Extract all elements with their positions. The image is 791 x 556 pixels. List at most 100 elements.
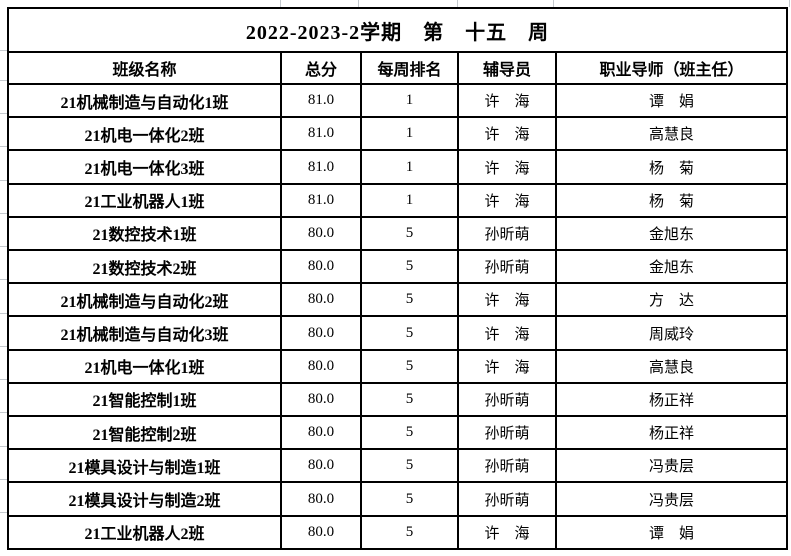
counselor-cell: 许 海 (457, 82, 557, 119)
gridline-stub (0, 412, 7, 413)
table-row: 21工业机器人2班 80.0 5 许 海 谭 娟 (7, 514, 789, 551)
gridline-stub (0, 113, 7, 114)
gridline-stub (0, 446, 7, 447)
score-cell: 80.0 (280, 282, 362, 318)
mentor-cell: 周威玲 (554, 315, 789, 351)
score-cell: 80.0 (280, 415, 362, 451)
gridline-stub (0, 146, 7, 147)
gridline-stub (0, 379, 7, 380)
mentor-cell: 杨正祥 (554, 415, 789, 451)
score-cell: 80.0 (280, 215, 362, 252)
mentor-cell: 金旭东 (554, 249, 789, 285)
rank-cell: 5 (360, 381, 459, 418)
class-name-cell: 21机械制造与自动化1班 (7, 82, 282, 119)
table-row: 21机电一体化1班 80.0 5 许 海 高慧良 (7, 348, 789, 384)
gridline-stub (0, 279, 7, 280)
counselor-cell: 许 海 (457, 282, 557, 318)
score-cell: 80.0 (280, 448, 362, 484)
mentor-cell: 方 达 (554, 282, 789, 318)
score-cell: 80.0 (280, 381, 362, 418)
gridline-stub (0, 246, 7, 247)
rank-cell: 1 (360, 82, 459, 119)
gridline-stub (0, 512, 7, 513)
counselor-cell: 孙昕萌 (457, 448, 557, 484)
counselor-cell: 孙昕萌 (457, 381, 557, 418)
rank-cell: 5 (360, 514, 459, 551)
mentor-cell: 谭 娟 (554, 514, 789, 551)
table-row: 21机械制造与自动化1班 81.0 1 许 海 谭 娟 (7, 82, 789, 119)
gridline-stub (358, 0, 359, 7)
header-class-name: 班级名称 (7, 51, 282, 85)
counselor-cell: 许 海 (457, 149, 557, 185)
class-name-cell: 21机械制造与自动化3班 (7, 315, 282, 351)
mentor-cell: 冯贵层 (554, 448, 789, 484)
counselor-cell: 孙昕萌 (457, 481, 557, 517)
gridline-stub (0, 213, 7, 214)
score-cell: 80.0 (280, 315, 362, 351)
rank-cell: 5 (360, 448, 459, 484)
header-counselor: 辅导员 (457, 51, 557, 85)
rank-cell: 1 (360, 149, 459, 185)
rank-cell: 5 (360, 249, 459, 285)
table-row: 21模具设计与制造1班 80.0 5 孙昕萌 冯贵层 (7, 448, 789, 484)
mentor-cell: 高慧良 (554, 348, 789, 384)
gridline-stub (457, 0, 458, 7)
class-name-cell: 21数控技术1班 (7, 215, 282, 252)
counselor-cell: 许 海 (457, 348, 557, 384)
header-row: 班级名称 总分 每周排名 辅导员 职业导师（班主任） (7, 51, 789, 85)
rank-cell: 1 (360, 116, 459, 152)
table-row: 21智能控制2班 80.0 5 孙昕萌 杨正祥 (7, 415, 789, 451)
class-name-cell: 21数控技术2班 (7, 249, 282, 285)
title-row: 2022-2023-2学期 第 十五 周 (6, 7, 789, 53)
counselor-cell: 许 海 (457, 315, 557, 351)
header-total-score: 总分 (280, 51, 362, 85)
class-name-cell: 21机电一体化2班 (7, 116, 282, 152)
counselor-cell: 许 海 (457, 116, 557, 152)
gridline-stub (0, 50, 7, 51)
table-row: 21机械制造与自动化2班 80.0 5 许 海 方 达 (7, 282, 789, 318)
rank-cell: 1 (360, 182, 459, 218)
header-mentor: 职业导师（班主任） (554, 51, 789, 85)
table-row: 21机电一体化3班 81.0 1 许 海 杨 菊 (7, 149, 789, 185)
class-name-cell: 21机械制造与自动化2班 (7, 282, 282, 318)
score-cell: 80.0 (280, 514, 362, 551)
gridline-stub (0, 180, 7, 181)
table-row: 21机电一体化2班 81.0 1 许 海 高慧良 (7, 116, 789, 152)
gridline-stub (280, 0, 281, 7)
rank-cell: 5 (360, 348, 459, 384)
class-name-cell: 21机电一体化3班 (7, 149, 282, 185)
gridline-stub (0, 313, 7, 314)
class-name-cell: 21工业机器人1班 (7, 182, 282, 218)
counselor-cell: 许 海 (457, 182, 557, 218)
class-name-cell: 21智能控制1班 (7, 381, 282, 418)
score-cell: 81.0 (280, 82, 362, 119)
mentor-cell: 杨 菊 (554, 182, 789, 218)
counselor-cell: 孙昕萌 (457, 415, 557, 451)
rank-cell: 5 (360, 481, 459, 517)
rank-cell: 5 (360, 315, 459, 351)
counselor-cell: 孙昕萌 (457, 249, 557, 285)
score-cell: 80.0 (280, 249, 362, 285)
score-cell: 81.0 (280, 116, 362, 152)
table-row: 21数控技术1班 80.0 5 孙昕萌 金旭东 (7, 215, 789, 252)
gridline-stub (0, 80, 7, 81)
class-name-cell: 21模具设计与制造1班 (7, 448, 282, 484)
class-name-cell: 21机电一体化1班 (7, 348, 282, 384)
table-row: 21工业机器人1班 81.0 1 许 海 杨 菊 (7, 182, 789, 218)
rank-cell: 5 (360, 282, 459, 318)
score-cell: 80.0 (280, 348, 362, 384)
gridline-stub (0, 479, 7, 480)
header-weekly-rank: 每周排名 (360, 51, 459, 85)
table-row: 21机械制造与自动化3班 80.0 5 许 海 周威玲 (7, 315, 789, 351)
mentor-cell: 谭 娟 (554, 82, 789, 119)
class-name-cell: 21工业机器人2班 (7, 514, 282, 551)
score-cell: 80.0 (280, 481, 362, 517)
gridline-stub (0, 346, 7, 347)
weekly-ranking-table: 2022-2023-2学期 第 十五 周 班级名称 总分 每周排名 辅导员 职业… (6, 7, 789, 551)
class-name-cell: 21智能控制2班 (7, 415, 282, 451)
mentor-cell: 杨正祥 (554, 381, 789, 418)
table-row: 21智能控制1班 80.0 5 孙昕萌 杨正祥 (7, 381, 789, 418)
score-cell: 81.0 (280, 182, 362, 218)
rank-cell: 5 (360, 215, 459, 252)
